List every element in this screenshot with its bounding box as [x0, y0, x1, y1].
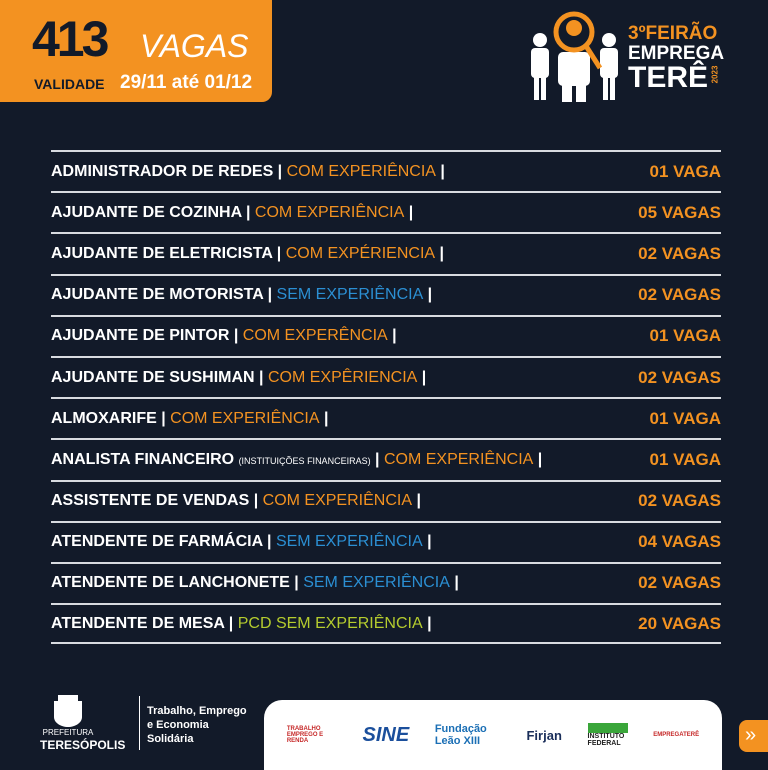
job-title: AJUDANTE DE SUSHIMAN — [51, 368, 255, 386]
job-requirement: COM EXPERIÊNCIA — [286, 162, 436, 180]
job-row: ANALISTA FINANCEIRO (INSTITUIÇÕES FINANC… — [51, 438, 721, 479]
job-row: ATENDENTE DE MESA | PCD SEM EXPERIÊNCIA … — [51, 603, 721, 645]
vacancy-count: 413 — [32, 11, 109, 67]
job-title: ADMINISTRADOR DE REDES — [51, 162, 274, 180]
validity-label: VALIDADE — [34, 76, 105, 92]
job-requirement: SEM EXPERIÊNCIA — [276, 286, 424, 304]
job-title-line: AJUDANTE DE COZINHA | COM EXPERIÊNCIA | — [51, 203, 414, 221]
job-requirement: PCD SEM EXPERIÊNCIA — [237, 614, 423, 632]
job-list: ADMINISTRADOR DE REDES | COM EXPERIÊNCIA… — [51, 150, 722, 645]
job-title-line: ANALISTA FINANCEIRO (INSTITUIÇÕES FINANC… — [51, 450, 543, 468]
job-vacancies: 01 VAGA — [649, 326, 722, 346]
job-row: ATENDENTE DE LANCHONETE | SEM EXPERIÊNCI… — [51, 561, 721, 603]
job-title: ATENDENTE DE MESA — [51, 614, 225, 632]
secretaria-name: Trabalho, Emprego e Economia Solidária — [147, 705, 247, 745]
job-requirement: COM EXPÊRIENCIA — [267, 368, 418, 386]
job-vacancies: 02 VAGAS — [638, 367, 721, 387]
job-requirement: COM EXPÉRIENCIA — [285, 244, 436, 262]
job-title: AJUDANTE DE COZINHA — [51, 203, 242, 221]
job-title: AJUDANTE DE PINTOR — [51, 327, 230, 345]
job-title: ATENDENTE DE LANCHONETE — [51, 574, 290, 592]
people-magnifier-icon — [531, 11, 618, 102]
divider — [139, 696, 140, 750]
vacancy-badge: 413 VAGAS VALIDADE 29/11 até 01/12 — [0, 0, 272, 102]
job-title-line: AJUDANTE DE ELETRICISTA | COM EXPÉRIENCI… — [51, 244, 444, 262]
job-title-line: ATENDENTE DE MESA | PCD SEM EXPERIÊNCIA … — [51, 614, 432, 632]
city-name: TERESÓPOLIS — [40, 738, 126, 752]
job-vacancies: 04 VAGAS — [638, 532, 721, 552]
job-row: AJUDANTE DE ELETRICISTA | COM EXPÉRIENCI… — [51, 232, 721, 273]
job-requirement: COM EXPERIÊNCIA — [254, 203, 405, 221]
job-title: AJUDANTE DE MOTORISTA — [51, 286, 264, 304]
vacancy-label: VAGAS — [140, 28, 249, 64]
partner-logo: SINE — [362, 723, 410, 746]
job-requirement: SEM EXPERIÊNCIA — [275, 533, 423, 551]
partner-logo: EMPREGATERÊ — [653, 732, 700, 738]
job-row: ALMOXARIFE | COM EXPERIÊNCIA | 01 VAGA — [51, 397, 721, 438]
job-title-line: AJUDANTE DE SUSHIMAN | COM EXPÊRIENCIA | — [51, 368, 427, 386]
job-title-line: ATENDENTE DE FARMÁCIA | SEM EXPERIÊNCIA … — [51, 533, 432, 551]
event-year: 2023 — [710, 65, 720, 84]
partner-logo: TRABALHO EMPREGO E RENDA — [286, 726, 324, 744]
job-row: ASSISTENTE DE VENDAS | COM EXPERIÊNCIA |… — [51, 479, 721, 521]
job-vacancies: 02 VAGAS — [638, 285, 721, 305]
job-title-line: AJUDANTE DE MOTORISTA | SEM EXPERIÊNCIA … — [51, 286, 433, 304]
job-requirement: COM EXPERÊNCIA — [242, 327, 388, 345]
job-title: ASSISTENTE DE VENDAS — [51, 492, 250, 510]
job-vacancies: 05 VAGAS — [638, 202, 721, 222]
partner-logos: TRABALHO EMPREGO E RENDA SINE Fundação L… — [264, 700, 722, 770]
job-title: ANALISTA FINANCEIRO — [51, 450, 235, 468]
event-title: 3ºFEIRÃO EMPREGA TERÊ — [628, 23, 725, 94]
partner-logo: Fundação Leão XIII — [434, 723, 487, 747]
job-vacancies: 02 VAGAS — [638, 491, 721, 511]
prefeitura-label: PREFEITURA — [42, 728, 94, 737]
job-title-line: ATENDENTE DE LANCHONETE | SEM EXPERIÊNCI… — [51, 574, 459, 592]
job-title: AJUDANTE DE ELETRICISTA — [51, 244, 273, 262]
job-requirement: SEM EXPERIÊNCIA — [303, 574, 450, 592]
job-row: AJUDANTE DE COZINHA | COM EXPERIÊNCIA | 0… — [51, 191, 721, 232]
job-title-line: ALMOXARIFE | COM EXPERIÊNCIA | — [51, 409, 329, 427]
job-vacancies: 01 VAGA — [649, 449, 722, 469]
job-title: ALMOXARIFE — [51, 409, 157, 427]
job-note: (INSTITUIÇÕES FINANCEIRAS) — [238, 455, 371, 466]
job-row: ADMINISTRADOR DE REDES | COM EXPERIÊNCIA… — [51, 150, 721, 191]
event-logo — [526, 10, 726, 102]
job-vacancies: 02 VAGAS — [638, 573, 721, 593]
next-button[interactable]: » — [739, 720, 768, 752]
job-vacancies: 01 VAGA — [649, 161, 722, 181]
job-title-line: AJUDANTE DE PINTOR | COM EXPERÊNCIA | — [51, 327, 397, 345]
job-requirement: COM EXPERIÊNCIA — [170, 409, 320, 427]
job-row: AJUDANTE DE MOTORISTA | SEM EXPERIÊNCIA … — [51, 273, 721, 315]
job-requirement: COM EXPERIÊNCIA — [262, 492, 412, 510]
job-title-line: ADMINISTRADOR DE REDES | COM EXPERIÊNCIA… — [51, 162, 445, 180]
job-title-line: ASSISTENTE DE VENDAS | COM EXPERIÊNCIA | — [51, 492, 421, 510]
partner-logo: Firjan — [526, 727, 562, 743]
job-row: AJUDANTE DE PINTOR | COM EXPERÊNCIA | 01 … — [51, 314, 722, 356]
job-row: ATENDENTE DE FARMÁCIA | SEM EXPERIÊNCIA … — [51, 520, 721, 562]
job-row: AJUDANTE DE SUSHIMAN | COM EXPÊRIENCIA |… — [51, 355, 721, 397]
partner-logo: INSTITUTO FEDERAL — [587, 723, 628, 747]
job-title: ATENDENTE DE FARMÁCIA — [51, 533, 263, 551]
job-vacancies: 02 VAGAS — [638, 243, 721, 263]
job-vacancies: 01 VAGA — [649, 408, 722, 428]
job-vacancies: 20 VAGAS — [638, 613, 721, 633]
validity-dates: 29/11 até 01/12 — [120, 72, 253, 93]
city-crest-icon — [40, 695, 96, 734]
double-chevron-right-icon: » — [745, 724, 757, 746]
job-requirement: COM EXPERIÊNCIA — [383, 450, 534, 468]
